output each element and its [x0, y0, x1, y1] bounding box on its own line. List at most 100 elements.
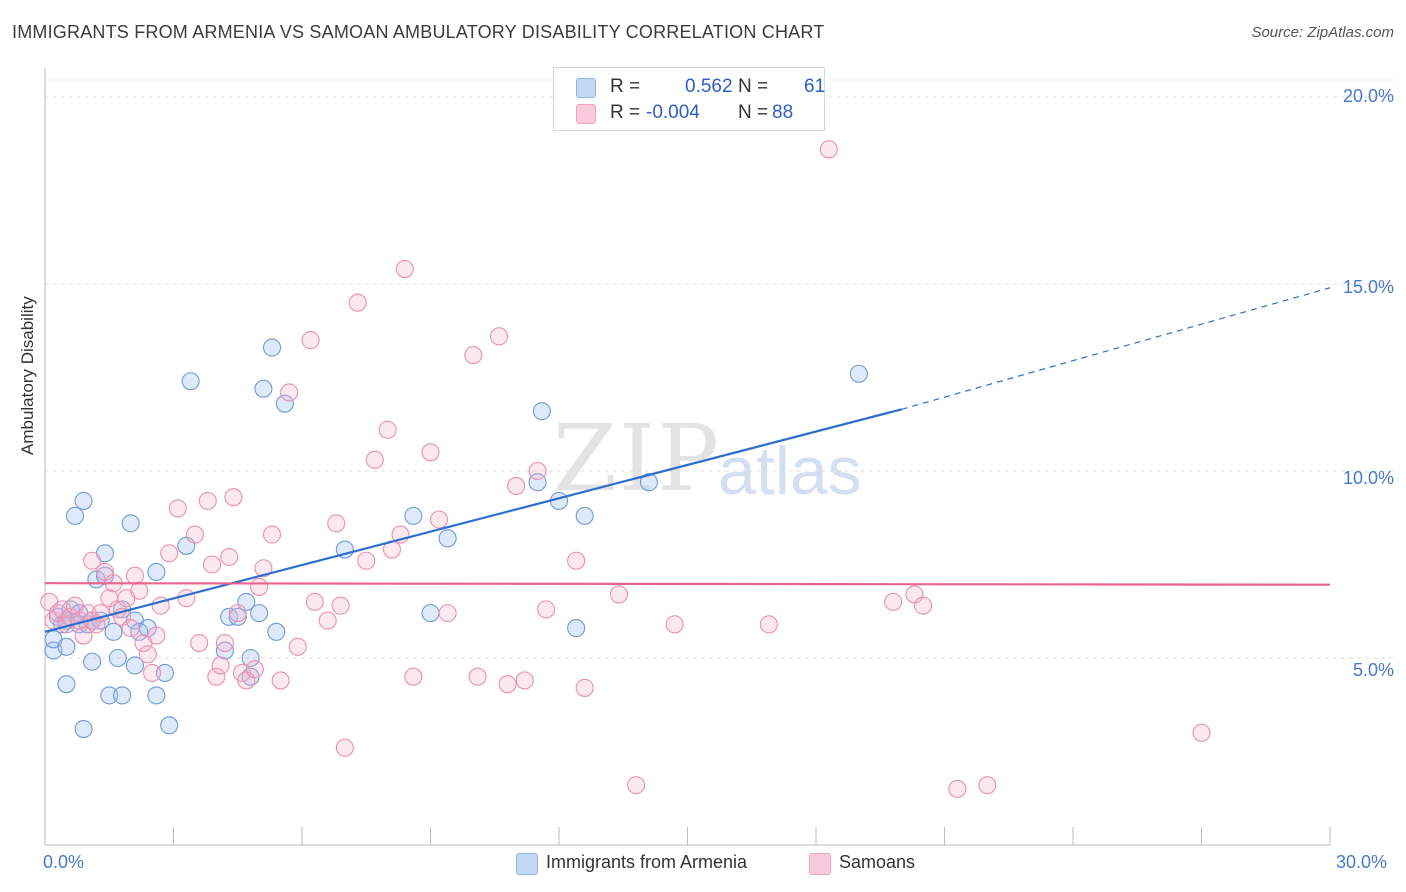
samoan-point	[421, 443, 440, 462]
armenia-point	[104, 622, 123, 641]
samoan-point	[948, 779, 967, 798]
armenia-point	[421, 604, 440, 623]
armenia-point	[532, 402, 551, 421]
legend-r-value: 0.562	[685, 76, 733, 97]
samoan-trend-line	[44, 582, 1331, 586]
armenia-point	[155, 663, 174, 683]
samoan-point	[438, 604, 457, 623]
samoan-point	[468, 667, 487, 686]
armenia-point	[567, 619, 586, 638]
armenia-point	[100, 686, 119, 705]
samoan-point	[262, 525, 282, 544]
samoan-point	[215, 633, 234, 653]
samoan-point	[914, 596, 933, 615]
samoan-point	[331, 596, 350, 615]
legend-r-label: R =	[610, 76, 641, 97]
samoan-point	[884, 592, 903, 611]
armenia-point	[74, 720, 93, 739]
armenia-point	[160, 716, 179, 735]
samoan-point	[168, 499, 187, 518]
samoan-point	[627, 776, 646, 795]
legend-n-value: 61	[804, 76, 826, 97]
samoan-point	[83, 551, 102, 570]
armenia-trend-line	[44, 408, 902, 633]
samoan-point	[280, 383, 299, 402]
x-tick-label: 0.0%	[43, 852, 85, 872]
samoan-point	[185, 525, 204, 544]
armenia-point	[241, 648, 260, 668]
bottom-legend-label: Immigrants from Armenia	[546, 852, 748, 872]
samoan-point	[464, 346, 483, 365]
samoan-point	[978, 776, 997, 795]
armenia-point	[639, 473, 659, 492]
samoan-point	[378, 420, 397, 439]
samoan-point	[130, 581, 149, 600]
samoan-point	[395, 259, 414, 279]
armenia-point	[130, 622, 149, 641]
armenia-point	[262, 338, 282, 357]
samoan-point	[759, 615, 778, 634]
legend-n-value: 88	[772, 102, 794, 123]
samoan-point	[327, 514, 346, 533]
armenia-trend-extension	[901, 287, 1331, 410]
armenia-point	[275, 394, 294, 413]
samoan-point	[160, 544, 179, 563]
source-label: Source: ZipAtlas.com	[1251, 24, 1394, 41]
bottom-legend-label: Samoans	[839, 852, 916, 872]
armenia-point	[254, 379, 273, 398]
bottom-legend-swatch-blue	[516, 853, 538, 875]
samoan-point	[348, 293, 367, 312]
samoan-point	[254, 559, 273, 578]
armenia-point	[267, 622, 286, 641]
armenia-point	[65, 506, 85, 525]
samoan-point	[819, 140, 838, 159]
samoan-point	[567, 551, 586, 570]
armenia-point	[250, 604, 269, 623]
chart-title: IMMIGRANTS FROM ARMENIA VS SAMOAN AMBULA…	[12, 22, 825, 42]
samoan-point	[147, 626, 166, 645]
legend-swatch-pink	[576, 104, 596, 124]
armenia-point	[74, 491, 93, 510]
armenia-point	[113, 686, 132, 705]
armenia-point	[849, 364, 868, 383]
samoan-point	[365, 450, 384, 469]
samoan-point	[224, 488, 243, 507]
y-tick-label: 5.0%	[1352, 660, 1394, 680]
x-tick-label: 30.0%	[1336, 852, 1388, 872]
y-tick-label: 15.0%	[1342, 277, 1394, 297]
samoan-point	[74, 626, 93, 645]
samoan-point	[528, 461, 547, 481]
correlation-legend: R = 0.562 N = 61 R = -0.004 N = 88	[553, 67, 825, 131]
legend-swatch-blue	[576, 78, 596, 98]
samoan-point	[220, 547, 239, 567]
samoan-point	[271, 671, 290, 690]
legend-r-value: -0.004	[646, 102, 700, 123]
samoan-point	[537, 600, 556, 619]
samoan-point	[430, 510, 449, 529]
samoan-point	[143, 663, 162, 683]
samoan-point	[507, 476, 526, 496]
samoan-point	[609, 585, 629, 604]
y-axis-label: Ambulatory Disability	[18, 296, 37, 455]
samoan-point	[121, 619, 140, 638]
samoan-point	[245, 660, 264, 679]
samoan-point	[357, 551, 376, 570]
y-tick-label: 20.0%	[1342, 86, 1394, 106]
armenia-point	[438, 529, 457, 548]
samoan-point	[404, 667, 423, 686]
legend-r-label: R =	[610, 102, 641, 123]
legend-n-label: N =	[738, 76, 769, 97]
armenia-point	[147, 562, 166, 582]
samoan-point	[207, 667, 226, 686]
samoan-point	[177, 589, 196, 608]
samoan-point	[125, 566, 144, 585]
armenia-point	[147, 686, 166, 705]
samoan-point	[318, 611, 337, 630]
samoan-point	[198, 491, 217, 510]
armenia-point	[215, 641, 234, 660]
legend-n-label: N =	[738, 102, 769, 123]
armenia-point	[83, 652, 102, 671]
samoan-point	[575, 678, 594, 697]
samoan-point	[665, 615, 684, 634]
armenia-point	[121, 514, 140, 533]
